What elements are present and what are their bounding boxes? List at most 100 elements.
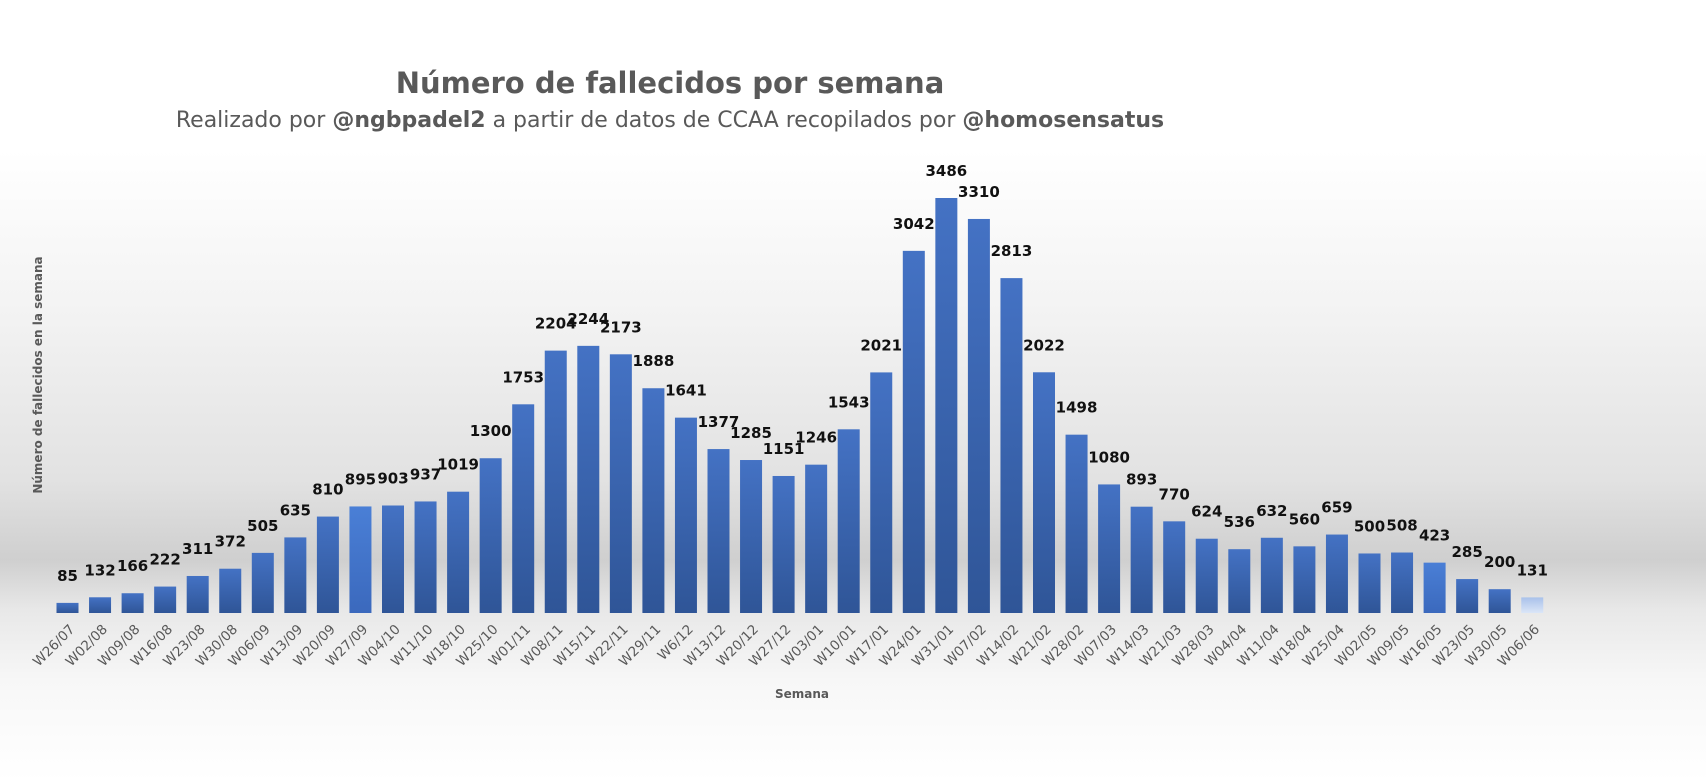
- bar-W15/11: [577, 345, 600, 613]
- data-label: 1080: [1088, 448, 1130, 466]
- bar-W21/03: [1163, 521, 1186, 613]
- bar-W18/04: [1293, 546, 1316, 613]
- data-label: 1498: [1056, 399, 1098, 417]
- data-label: 3042: [893, 215, 935, 233]
- bar-W01/11: [512, 404, 535, 613]
- data-label: 632: [1256, 502, 1287, 520]
- data-label: 132: [84, 561, 115, 579]
- bar-W08/11: [544, 350, 567, 613]
- data-label: 635: [280, 501, 311, 519]
- data-label: 166: [117, 557, 148, 575]
- bar-W22/11: [609, 354, 632, 613]
- data-label: 285: [1451, 543, 1482, 561]
- data-label: 311: [182, 540, 213, 558]
- bar-W6/12: [674, 417, 697, 613]
- data-label: 2244: [567, 310, 609, 328]
- data-label: 3486: [925, 162, 967, 180]
- subtitle-segment: @ngbpadel2: [332, 108, 486, 133]
- bar-W11/04: [1260, 537, 1283, 613]
- bar-W24/01: [902, 250, 925, 613]
- data-label: 1246: [795, 429, 837, 447]
- data-label: 893: [1126, 471, 1157, 489]
- data-label: 1285: [730, 424, 772, 442]
- data-label: 810: [312, 481, 343, 499]
- bar-W18/10: [447, 491, 470, 613]
- data-label: 1888: [633, 352, 675, 370]
- bar-W27/09: [349, 506, 372, 613]
- data-label: 2204: [535, 315, 577, 333]
- bar-W14/02: [1000, 278, 1023, 613]
- data-label: 2813: [991, 242, 1033, 260]
- y-axis-label: Número de fallecidos en la semana: [31, 256, 45, 493]
- data-label: 770: [1159, 485, 1190, 503]
- bar-W14/03: [1130, 506, 1153, 613]
- data-label: 372: [215, 533, 246, 551]
- data-label: 500: [1354, 517, 1385, 535]
- data-label: 423: [1419, 527, 1450, 545]
- data-label: 200: [1484, 553, 1515, 571]
- bar-W02/05: [1358, 553, 1381, 613]
- bar-W03/01: [805, 464, 828, 613]
- bar-W20/09: [316, 516, 339, 613]
- bar-W30/05: [1488, 589, 1511, 613]
- data-label: 2022: [1023, 336, 1065, 354]
- bar-W09/08: [121, 593, 144, 613]
- data-label: 3310: [958, 183, 1000, 201]
- data-label: 895: [345, 470, 376, 488]
- subtitle-segment: Realizado por: [175, 108, 333, 133]
- data-label: 1151: [763, 440, 805, 458]
- data-label: 85: [57, 567, 78, 585]
- bar-W28/02: [1065, 434, 1088, 613]
- bar-W09/05: [1391, 552, 1414, 613]
- bar-W11/10: [414, 501, 437, 613]
- bar-W13/09: [284, 537, 307, 613]
- bar-W04/04: [1228, 549, 1251, 613]
- bar-W16/08: [154, 586, 177, 613]
- bar-W02/08: [89, 597, 112, 613]
- data-label: 2173: [600, 318, 642, 336]
- data-label: 508: [1386, 517, 1417, 535]
- data-label: 1641: [665, 382, 707, 400]
- bar-W25/04: [1325, 534, 1348, 613]
- bar-W28/03: [1195, 538, 1218, 613]
- bar-W07/03: [1098, 484, 1121, 613]
- data-label: 659: [1321, 499, 1352, 517]
- data-label: 2021: [860, 336, 902, 354]
- data-label: 1543: [828, 393, 870, 411]
- bar-W25/10: [479, 458, 502, 613]
- data-label: 222: [149, 551, 180, 569]
- bar-W23/05: [1456, 579, 1479, 613]
- data-label: 1300: [470, 422, 512, 440]
- bar-W23/08: [186, 575, 209, 613]
- data-label: 1377: [698, 413, 740, 431]
- bar-W06/09: [251, 552, 274, 613]
- subtitle-segment: @homosensatus: [962, 108, 1165, 133]
- x-axis-label: Semana: [775, 687, 829, 701]
- data-label: 131: [1517, 561, 1548, 579]
- subtitle-segment: a partir de datos de CCAA recopilados po…: [485, 108, 963, 133]
- data-label: 505: [247, 517, 278, 535]
- bar-W10/01: [837, 429, 860, 613]
- data-label: 1753: [502, 368, 544, 386]
- bar-W16/05: [1423, 562, 1446, 613]
- bar-W13/12: [707, 449, 730, 613]
- bar-W26/07: [56, 602, 79, 613]
- bar-W20/12: [740, 460, 763, 613]
- bar-W04/10: [382, 505, 404, 613]
- bar-W07/02: [967, 218, 990, 613]
- bar-W27/12: [772, 475, 795, 613]
- data-label: 903: [377, 470, 408, 488]
- data-label: 937: [410, 465, 441, 483]
- bar-W30/08: [219, 568, 242, 613]
- chart-title: Número de fallecidos por semana: [395, 66, 945, 100]
- data-label: 560: [1289, 510, 1320, 528]
- data-label: 536: [1224, 513, 1255, 531]
- bar-W31/01: [935, 198, 958, 613]
- bar-W21/02: [1033, 372, 1055, 613]
- data-label: 1019: [437, 456, 479, 474]
- bar-W29/11: [642, 388, 665, 613]
- bar-W06/06: [1521, 597, 1544, 613]
- bar-W17/01: [870, 372, 893, 613]
